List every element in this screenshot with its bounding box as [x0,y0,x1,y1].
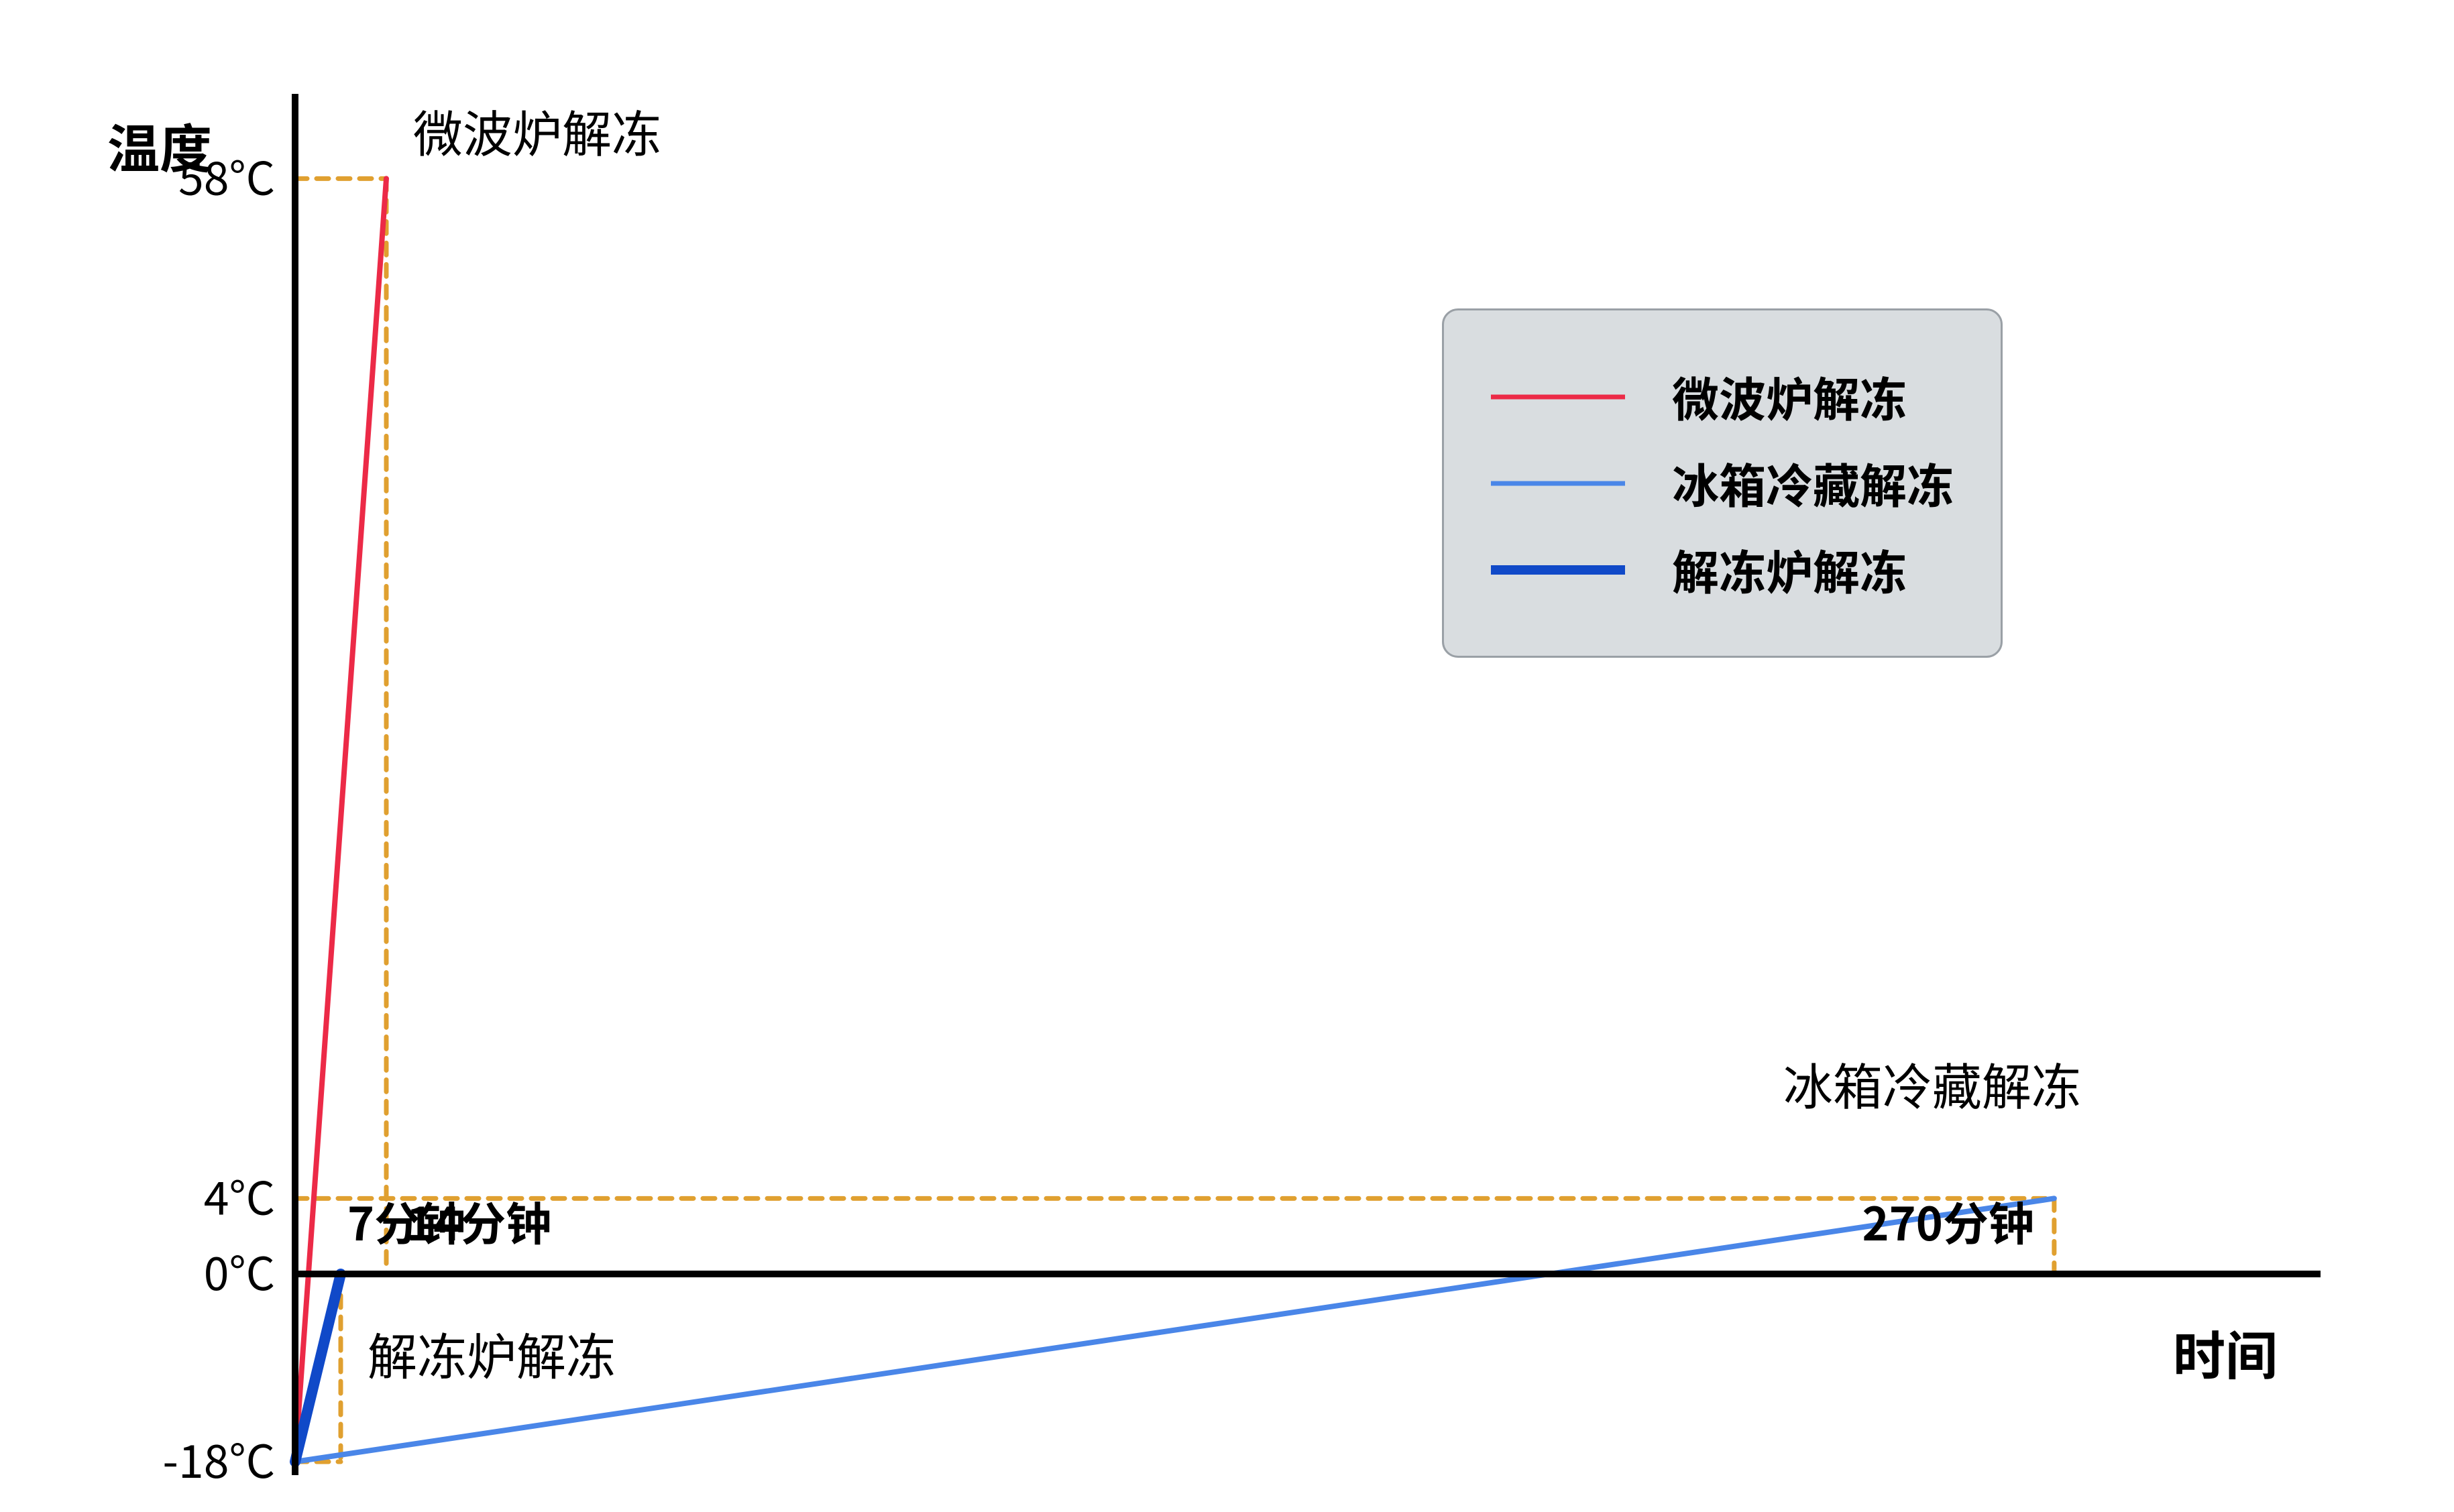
ytick-58: 58°C [178,141,275,208]
xanno-270: 270分钟 [1862,1187,2033,1254]
ytick--18: -18°C [162,1425,275,1491]
legend-label: 解冻炉解冻 [1672,536,1907,603]
legend-item-0: 微波炉解冻 [1491,363,1954,430]
ytick-0: 0°C [204,1237,275,1303]
series-label-fridge: 冰箱冷藏解冻 [1783,1047,2081,1119]
ytick-4: 4°C [204,1161,275,1228]
xanno-14: 14分钟 [406,1187,551,1254]
legend-label: 微波炉解冻 [1672,363,1907,430]
series-label-defroster: 解冻炉解冻 [368,1318,616,1389]
defrost-comparison-chart: 温度时间58°C4°C0°C-18°C7分钟14分钟270分钟微波炉解冻冰箱冷藏… [0,0,2454,1512]
legend-item-2: 解冻炉解冻 [1491,536,1954,603]
chart-svg: 温度时间58°C4°C0°C-18°C7分钟14分钟270分钟微波炉解冻冰箱冷藏… [0,0,2454,1512]
legend: 微波炉解冻冰箱冷藏解冻解冻炉解冻 [1442,308,2003,658]
x-axis-label: 时间 [2173,1315,2278,1390]
legend-swatch [1491,560,1625,580]
legend-swatch [1491,387,1625,407]
legend-swatch [1491,473,1625,493]
series-label-microwave: 微波炉解冻 [413,95,661,166]
legend-label: 冰箱冷藏解冻 [1672,449,1954,517]
legend-item-1: 冰箱冷藏解冻 [1491,449,1954,517]
